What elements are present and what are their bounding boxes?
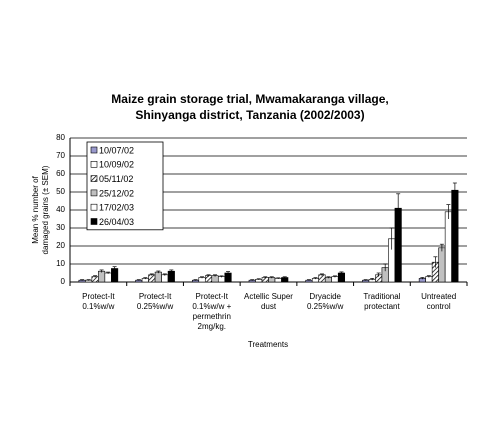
bar [438, 247, 446, 283]
legend-swatch [90, 218, 98, 225]
bar [167, 270, 175, 283]
bar [331, 276, 339, 283]
y-tick-label: 20 [56, 241, 65, 250]
error-bar [263, 276, 268, 279]
legend-label: 10/07/02 [99, 145, 134, 155]
error-bar [332, 275, 337, 278]
error-bar [156, 270, 161, 274]
error-bar [306, 279, 311, 281]
y-tick-label: 0 [61, 277, 66, 286]
error-bar [389, 227, 394, 250]
x-tick-label: Protect-It 0.1%w/w [82, 292, 115, 311]
bar [211, 275, 219, 283]
legend-swatch [90, 146, 98, 154]
error-bar [313, 277, 318, 280]
y-tick-label: 80 [56, 133, 65, 142]
error-bar [383, 263, 388, 272]
legend-swatch [90, 203, 98, 211]
error-bar [326, 276, 331, 279]
chart-title: Maize grain storage trial, Mwamakaranga … [111, 92, 388, 106]
error-bar [149, 273, 154, 276]
error-bar [439, 243, 444, 252]
bar [98, 270, 106, 283]
error-bar [169, 269, 174, 273]
legend-label: 25/12/02 [99, 188, 134, 198]
x-axis-label: Treatments [248, 340, 288, 349]
bar [204, 275, 213, 283]
error-bar [106, 271, 111, 274]
error-bar [319, 273, 324, 276]
error-bar [80, 279, 85, 281]
x-tick-label: Traditional protectant [363, 292, 400, 311]
error-bar [206, 274, 211, 277]
bar [318, 274, 326, 283]
error-bar [363, 279, 368, 281]
error-bar [99, 269, 104, 273]
error-bar [282, 276, 287, 279]
legend-label: 17/02/03 [99, 203, 134, 213]
error-bar [339, 271, 344, 275]
error-bar [446, 204, 451, 219]
x-tick-label: Untreated control [421, 292, 456, 311]
y-tick-label: 30 [56, 223, 65, 232]
error-bar [433, 256, 438, 268]
x-tick-label: Protect-It 0.1%w/w + permethrin 2mg/kg. [192, 292, 231, 331]
bar [217, 276, 226, 283]
error-bar [86, 279, 91, 281]
error-bar [213, 274, 218, 277]
bar [104, 272, 112, 283]
y-tick-label: 60 [56, 169, 65, 178]
y-tick-label: 10 [56, 259, 65, 268]
legend-swatch [90, 161, 98, 168]
y-axis-label: Mean % number of [31, 175, 40, 243]
x-tick-label: Dryacide 0.25%w/w [307, 292, 344, 311]
legend-swatch [90, 189, 98, 197]
error-bar [193, 279, 198, 281]
error-bar [162, 273, 167, 276]
x-tick-label: Actellic Super dust [244, 292, 293, 311]
error-bar [200, 276, 205, 279]
legend-label: 10/09/02 [99, 160, 134, 170]
error-bar [143, 277, 148, 280]
error-bar [226, 271, 231, 275]
bar [154, 271, 162, 283]
legend-label: 05/11/02 [99, 174, 133, 184]
bar [451, 189, 459, 283]
error-bar [219, 275, 224, 278]
error-bar [256, 278, 261, 280]
error-bar [452, 182, 457, 198]
error-bar [269, 276, 274, 279]
legend-label: 26/04/03 [99, 217, 134, 227]
x-tick-label: Protect-It 0.25%w/w [137, 292, 174, 311]
bar [111, 268, 119, 283]
error-bar [112, 266, 117, 271]
error-bar [396, 193, 401, 223]
legend-box [86, 141, 164, 231]
y-axis-label: damaged grains (± SEM) [41, 165, 50, 254]
y-tick-label: 50 [56, 187, 65, 196]
error-bar [276, 277, 281, 279]
bar [337, 272, 346, 283]
error-bar [250, 279, 255, 281]
y-tick-label: 70 [56, 151, 65, 160]
bar [161, 274, 169, 283]
error-bar [420, 277, 425, 280]
y-tick-label: 40 [56, 205, 65, 214]
error-bar [376, 272, 381, 277]
chart-title: Shinyanga district, Tanzania (2002/2003) [135, 108, 364, 122]
error-bar [136, 279, 141, 281]
error-bar [426, 275, 431, 278]
bar [444, 211, 452, 283]
error-bar [93, 275, 98, 278]
bar [148, 274, 156, 283]
legend-swatch [90, 175, 98, 182]
error-bar [370, 278, 375, 281]
